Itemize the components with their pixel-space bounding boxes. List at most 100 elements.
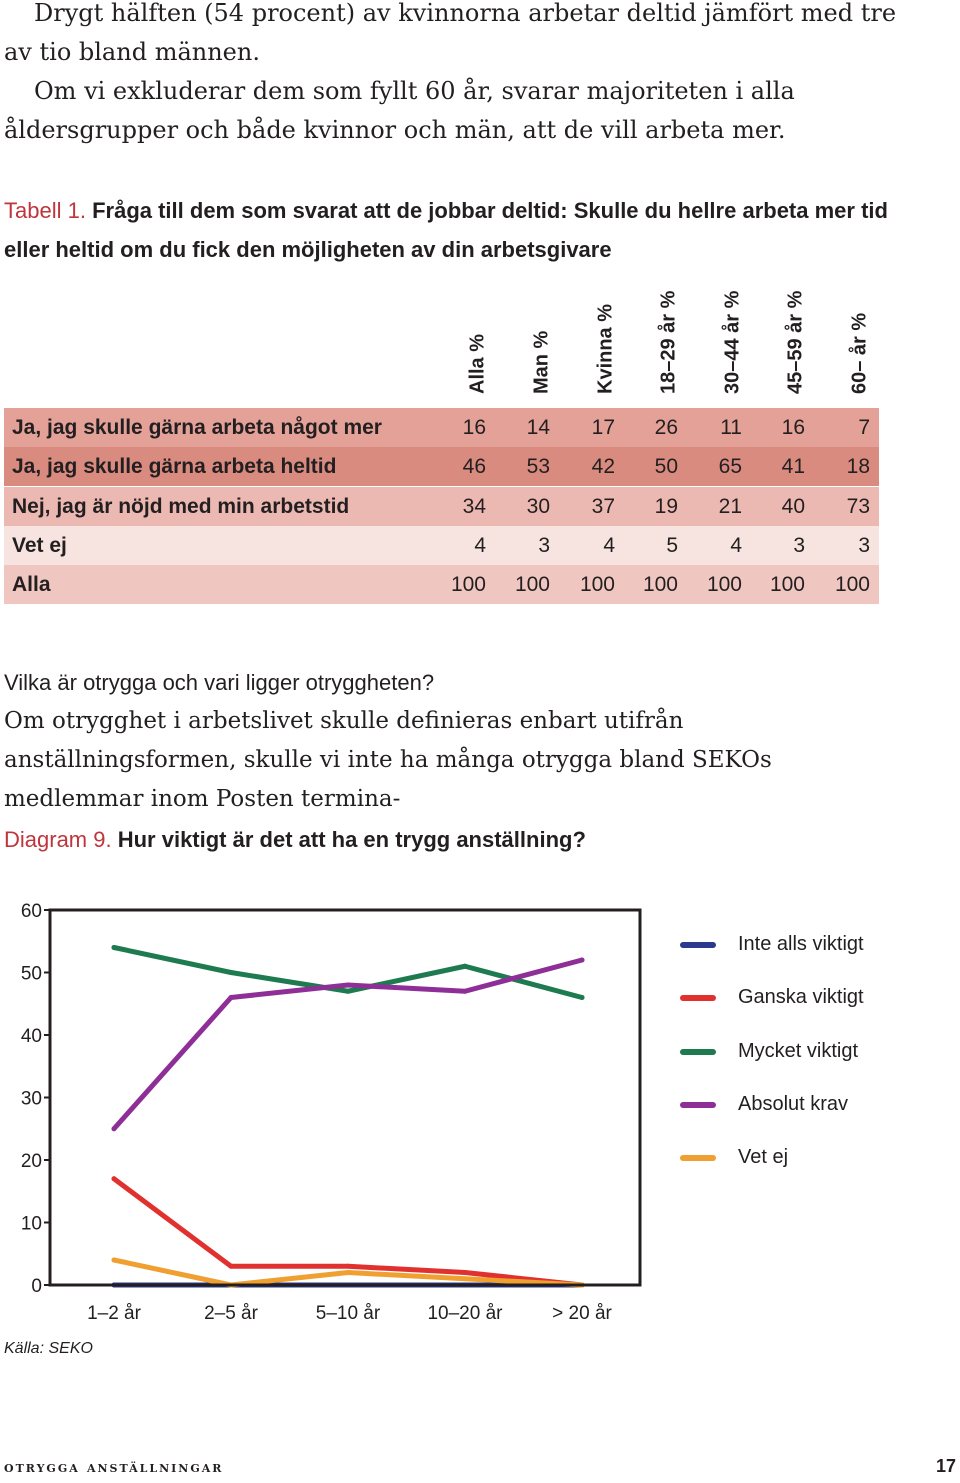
- table-header-45-59: 45–59 år %: [765, 272, 827, 394]
- y-tick-label: 10: [21, 1214, 42, 1235]
- table-cell: 100: [450, 573, 486, 597]
- data-point: [228, 970, 234, 975]
- data-point: [345, 1270, 351, 1275]
- table-cell: 34: [462, 494, 486, 518]
- data-point: [579, 995, 585, 1000]
- intro-paragraph-1-text: Drygt hälften (54 procent) av kvinnorna …: [4, 0, 897, 66]
- table-row-label: Alla: [12, 573, 51, 597]
- data-point: [462, 963, 468, 969]
- y-tick-label: 30: [21, 1089, 42, 1110]
- table-cell: 37: [591, 494, 615, 518]
- data-point: [462, 1270, 468, 1275]
- diagram-caption: Diagram 9. Hur viktigt är det att ha en …: [4, 820, 904, 859]
- table-header-30-44-text: 30–44 år %: [721, 290, 744, 394]
- y-tick-label: 40: [21, 1026, 42, 1047]
- table-row: Nej, jag är nöjd med min arbetstid 34 30 37…: [4, 486, 879, 526]
- table-cell: 26: [654, 416, 678, 439]
- table-row-label: Vet ej: [12, 533, 67, 557]
- table-cell: 16: [781, 416, 805, 439]
- y-tick-label: 20: [21, 1151, 42, 1172]
- legend-label: Vet ej: [738, 1146, 789, 1169]
- table-cell: 14: [526, 416, 550, 439]
- table-row: Ja, jag skulle gärna arbeta heltid 46 53 42…: [4, 447, 879, 487]
- data-point: [111, 945, 117, 950]
- y-tick-label: 60: [21, 901, 42, 922]
- x-tick-label: 1–2 år: [87, 1303, 142, 1324]
- table-row-label: Ja, jag skulle gärna arbeta något mer: [12, 416, 382, 439]
- table-cell: 21: [718, 494, 742, 518]
- table-cell: 4: [603, 533, 615, 557]
- legend-swatch: [680, 942, 716, 948]
- table-cell: 5: [666, 533, 678, 557]
- table-header-kvinna-text: Kvinna %: [594, 303, 617, 394]
- data-point: [462, 1276, 468, 1282]
- table-cell: 100: [579, 573, 615, 597]
- table-cell: 7: [858, 416, 870, 439]
- x-tick-label: 5–10 år: [316, 1303, 381, 1324]
- series-line-1: [111, 1176, 585, 1288]
- data-point: [111, 1126, 117, 1132]
- section-paragraph: Om otrygghet i arbetslivet skulle defini…: [4, 708, 772, 812]
- source-note: Källa: SEKO: [4, 1340, 93, 1357]
- table-cell: 19: [654, 494, 678, 518]
- footer-title: otrygga anställningar: [4, 1458, 224, 1476]
- table-cell: 3: [858, 533, 870, 557]
- intro-paragraph-1: Drygt hälften (54 procent) av kvinnorna …: [4, 0, 904, 72]
- table-cell: 16: [462, 416, 486, 439]
- legend-label: Inte alls viktigt: [738, 933, 864, 955]
- table-cell: 46: [462, 455, 486, 479]
- table-header-man: Man %: [511, 272, 573, 394]
- data-point: [111, 1257, 117, 1263]
- table-cell: 30: [526, 494, 550, 518]
- table-header-alla-text: Alla %: [466, 333, 489, 394]
- legend-swatch: [680, 1101, 716, 1108]
- table-header-60: 60– år %: [829, 272, 891, 394]
- table-cell: 41: [781, 455, 805, 479]
- table-cell: 40: [781, 494, 805, 518]
- table-header-man-text: Man %: [530, 330, 553, 394]
- table-header-18-29: 18–29 år %: [638, 272, 700, 394]
- table-cell: 17: [591, 416, 615, 439]
- table-header-kvinna: Kvinna %: [575, 272, 637, 394]
- data-point: [228, 995, 234, 1000]
- table-label: Tabell 1.: [4, 198, 86, 223]
- y-tick-label: 0: [31, 1276, 42, 1297]
- table-cell: 100: [642, 573, 678, 597]
- table-header-18-29-text: 18–29 år %: [657, 290, 680, 394]
- intro-paragraph-2-text: Om vi exkluderar dem som fyllt 60 år, sv…: [4, 77, 795, 144]
- table-cell: 53: [526, 455, 550, 479]
- table-cell: 4: [730, 533, 742, 557]
- diagram-caption-text: Hur viktigt är det att ha en trygg anstä…: [117, 827, 586, 852]
- table-cell: 4: [474, 533, 486, 557]
- legend-label: Ganska viktigt: [738, 986, 864, 1009]
- table-cell: 3: [793, 533, 805, 557]
- table-row: Ja, jag skulle gärna arbeta något mer 16 1…: [4, 408, 879, 447]
- x-tick-label: 2–5 år: [204, 1303, 259, 1324]
- y-tick-label: 50: [21, 964, 42, 985]
- data-point: [345, 1263, 351, 1269]
- legend-label: Absolut krav: [738, 1092, 849, 1115]
- table-caption-text: Fråga till dem som svarat att de jobbar …: [4, 198, 888, 262]
- table-cell: 18: [846, 455, 870, 479]
- table-row: Alla 100 100 100 100 100 100 100: [4, 565, 879, 605]
- table-cell: 100: [769, 573, 805, 597]
- table-cell: 100: [514, 573, 550, 597]
- x-tick-label: > 20 år: [552, 1303, 612, 1324]
- table-cell: 50: [654, 455, 678, 479]
- table-row-label: Nej, jag är nöjd med min arbetstid: [12, 494, 350, 518]
- legend-swatch: [680, 1048, 716, 1055]
- line-chart: 0 10 20 30 40 50 60 1–2 år 2–5 år 5–10 år 10–20 år…: [21, 901, 642, 1324]
- data-point: [228, 1263, 234, 1269]
- table-cell: 73: [846, 494, 870, 518]
- page-number: 17: [935, 1456, 956, 1476]
- table-header-30-44: 30–44 år %: [702, 272, 764, 394]
- data-point: [345, 988, 351, 994]
- table-cell: 11: [720, 416, 742, 439]
- table-row: Vet ej 4 3 4 5 4 3 3: [4, 525, 879, 565]
- intro-paragraph-2: Om vi exkluderar dem som fyllt 60 år, sv…: [4, 72, 904, 150]
- data-point: [462, 988, 468, 994]
- table-header-60-text: 60– år %: [848, 312, 871, 394]
- diagram-label: Diagram 9.: [4, 827, 112, 852]
- data-point: [111, 1176, 117, 1182]
- legend-label: Mycket viktigt: [738, 1039, 859, 1062]
